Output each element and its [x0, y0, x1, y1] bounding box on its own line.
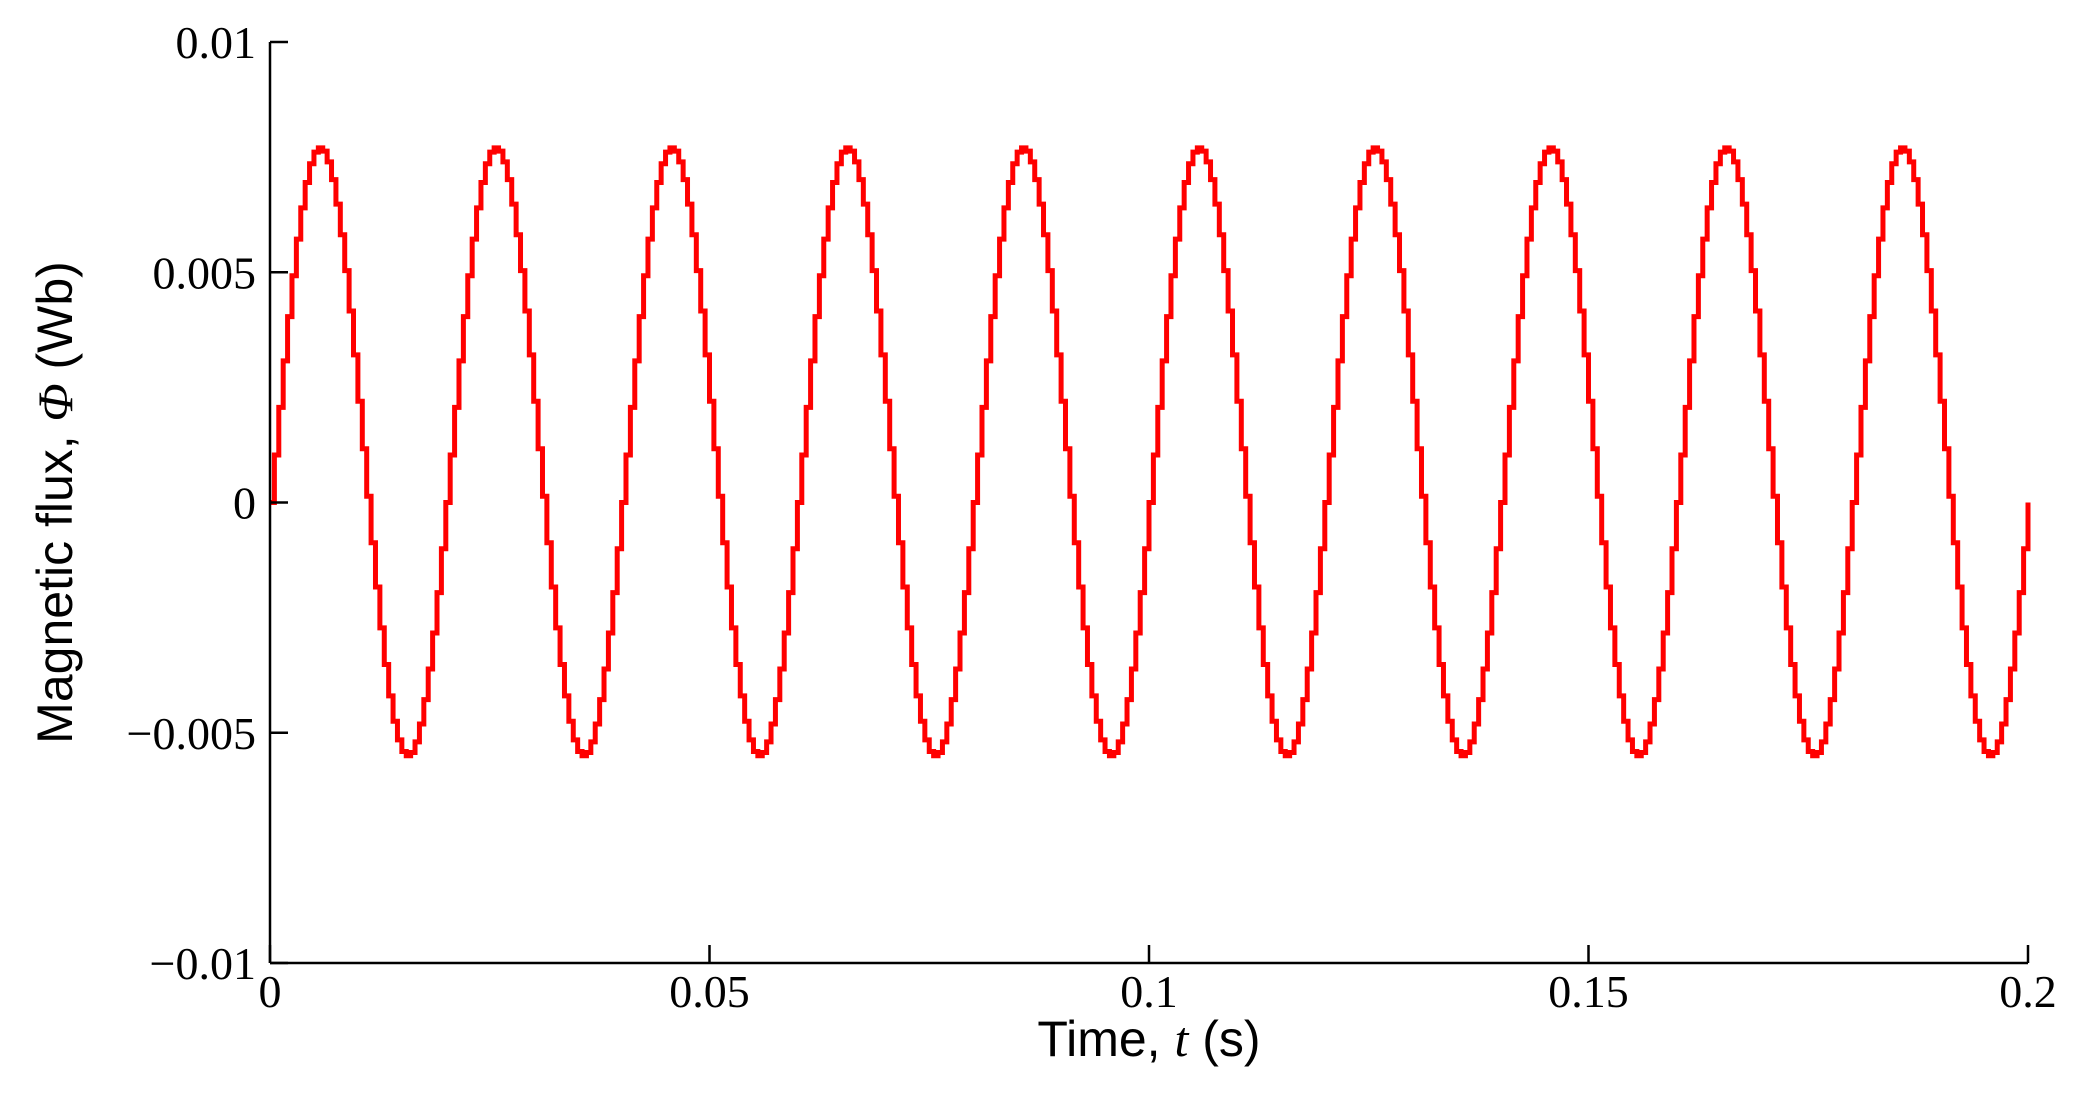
plot-area — [270, 145, 2031, 759]
y-tick-label: 0.005 — [153, 247, 257, 298]
flux-series-line — [270, 145, 2031, 759]
y-tick-label: −0.005 — [127, 708, 256, 759]
x-tick-label: 0 — [259, 966, 282, 1017]
x-tick-label: 0.2 — [1999, 966, 2057, 1017]
x-tick-label: 0.15 — [1548, 966, 1629, 1017]
x-tick-label: 0.05 — [669, 966, 750, 1017]
y-tick-label: 0.01 — [176, 17, 257, 68]
y-axis-title: Magnetic flux, Φ (Wb) — [27, 261, 83, 744]
y-tick-label: 0 — [233, 478, 256, 529]
x-axis-title: Time, t (s) — [1037, 1011, 1260, 1067]
x-tick-label: 0.1 — [1120, 966, 1178, 1017]
ticks: −0.01 −0.005 0 0.005 0.01 0 0.05 0.1 0.15 0.2 — [127, 17, 2057, 1017]
y-tick-label: −0.01 — [150, 938, 256, 989]
